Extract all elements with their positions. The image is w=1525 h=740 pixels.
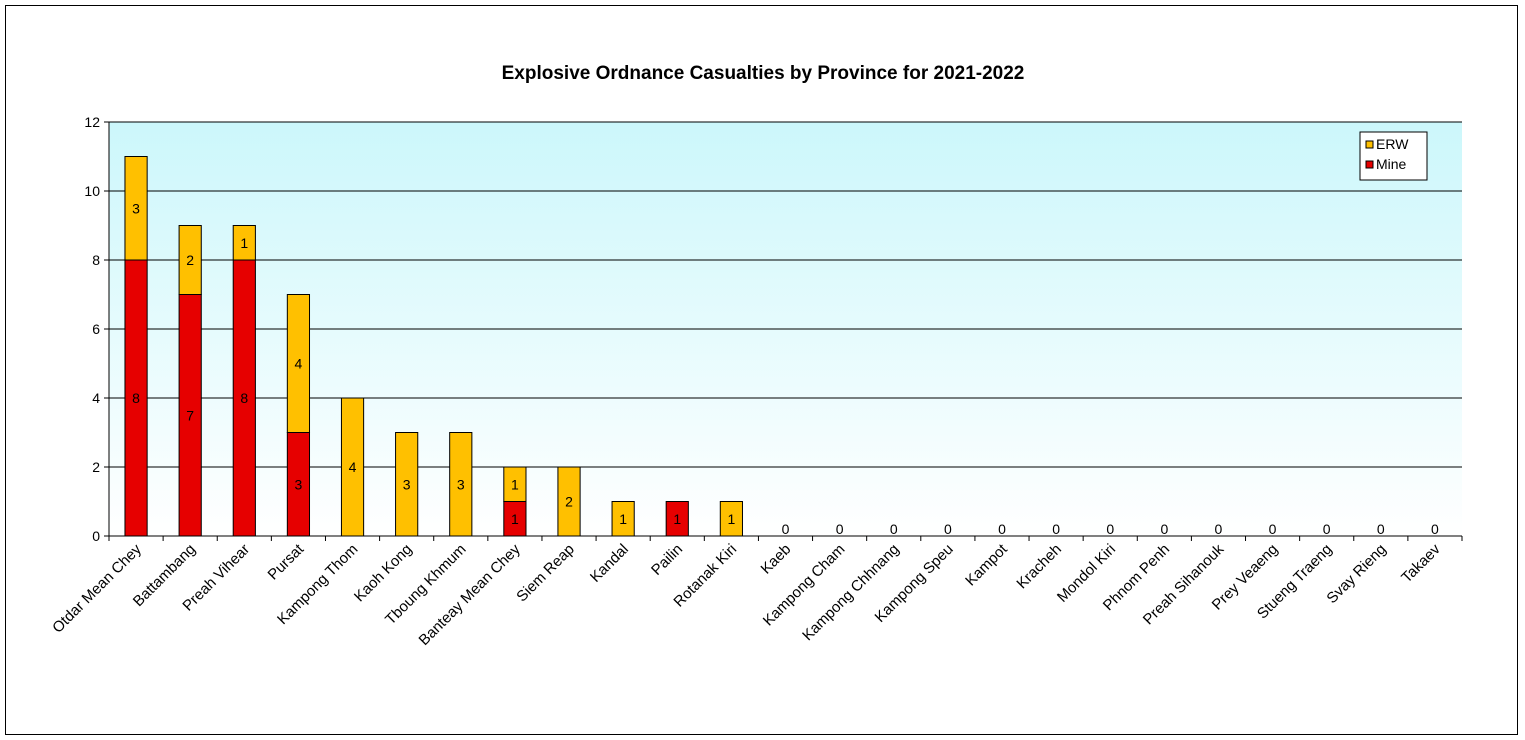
x-tick-label: Kandal xyxy=(587,541,632,586)
data-label: 0 xyxy=(1431,521,1439,537)
data-label: 3 xyxy=(132,200,140,216)
y-tick-label: 12 xyxy=(84,114,100,130)
x-tick-label: Banteay Mean Chey xyxy=(416,540,524,648)
x-tick-label: Kampong Chhnang xyxy=(799,541,902,644)
gridlines xyxy=(109,121,1462,468)
y-tick-label: 2 xyxy=(92,459,100,475)
data-label: 0 xyxy=(1323,521,1331,537)
bar-segment xyxy=(124,156,148,261)
legend: ERW Mine xyxy=(1359,131,1428,181)
data-label: 1 xyxy=(511,511,519,527)
data-label: 7 xyxy=(186,407,194,423)
data-label: 2 xyxy=(186,252,194,268)
x-tick-label: Kracheh xyxy=(1013,541,1065,593)
data-label: 0 xyxy=(890,521,898,537)
data-label: 0 xyxy=(1160,521,1168,537)
bar-segment xyxy=(503,466,527,502)
y-tick-label: 0 xyxy=(92,528,100,544)
data-label: 0 xyxy=(1377,521,1385,537)
data-label: 0 xyxy=(1106,521,1114,537)
data-label: 1 xyxy=(240,235,248,251)
data-label: 0 xyxy=(836,521,844,537)
x-tick-label: Takaev xyxy=(1398,540,1444,586)
data-label: 8 xyxy=(240,390,248,406)
bar-segment xyxy=(178,225,202,295)
data-label: 0 xyxy=(944,521,952,537)
data-label: 8 xyxy=(132,390,140,406)
y-tick-label: 10 xyxy=(84,183,100,199)
y-tick-label: 8 xyxy=(92,252,100,268)
x-tick-label: Pailin xyxy=(648,541,686,579)
x-tick-label: Kampot xyxy=(962,540,1011,589)
bar-segment xyxy=(286,294,311,433)
chart-title: Explosive Ordnance Casualties by Provinc… xyxy=(502,63,1025,84)
x-tick-label: Pursat xyxy=(265,540,308,583)
bars: 8 3 7 2 8 1 3 4 4 3 3 1 1 2 1 1 1 0 0 0 0 0 0 0 0 0 0 0 0 0 xyxy=(124,156,1439,537)
data-label: 3 xyxy=(403,476,411,492)
legend-swatch xyxy=(1365,160,1374,169)
data-label: 0 xyxy=(1052,521,1060,537)
x-tick-label: Siem Reap xyxy=(513,541,577,605)
data-label: 0 xyxy=(782,521,790,537)
data-label: 1 xyxy=(511,476,519,492)
data-label: 1 xyxy=(727,511,735,527)
data-label: 0 xyxy=(1269,521,1277,537)
legend-label: Mine xyxy=(1376,156,1407,172)
data-label: 1 xyxy=(673,511,681,527)
x-tick-label: Otdar Mean Chey xyxy=(49,540,145,636)
bar-segment xyxy=(232,225,256,261)
legend-box xyxy=(1359,131,1428,181)
data-label: 2 xyxy=(565,494,573,510)
legend-label: ERW xyxy=(1376,136,1409,152)
y-tick-label: 6 xyxy=(92,321,100,337)
data-label: 4 xyxy=(349,459,357,475)
data-label: 1 xyxy=(619,511,627,527)
data-label: 0 xyxy=(1215,521,1223,537)
legend-swatch xyxy=(1365,140,1374,149)
data-label: 3 xyxy=(295,476,303,492)
y-tick-label: 4 xyxy=(92,390,100,406)
data-label: 3 xyxy=(457,476,465,492)
y-axis: 0 2 4 6 8 10 12 xyxy=(84,114,110,544)
data-label: 0 xyxy=(998,521,1006,537)
x-tick-label: Kaeb xyxy=(758,541,795,578)
data-label: 4 xyxy=(295,356,303,372)
